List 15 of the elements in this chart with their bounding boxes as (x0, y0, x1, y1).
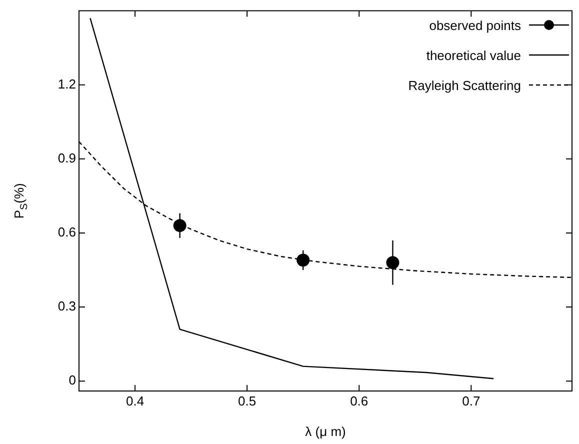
y-tick-label: 0.3 (58, 298, 76, 314)
y-tick-label: 0.6 (58, 224, 76, 240)
x-tick-label: 0.5 (238, 393, 256, 408)
legend-label: theoretical value (426, 48, 521, 62)
y-tick-label: 1.2 (58, 76, 76, 92)
x-tick-label: 0.4 (126, 393, 144, 408)
y-axis-title: PS(%) (12, 183, 30, 219)
legend-label: observed points (429, 18, 521, 32)
x-tick-label: 0.6 (350, 393, 368, 408)
x-axis-title: λ (μ m) (305, 424, 346, 439)
y-tick-label: 0 (68, 372, 76, 388)
x-tick-label: 0.7 (462, 393, 480, 408)
legend-label: Rayleigh Scattering (408, 78, 521, 92)
point (296, 254, 310, 267)
y-tick-label: 0.9 (58, 150, 76, 166)
